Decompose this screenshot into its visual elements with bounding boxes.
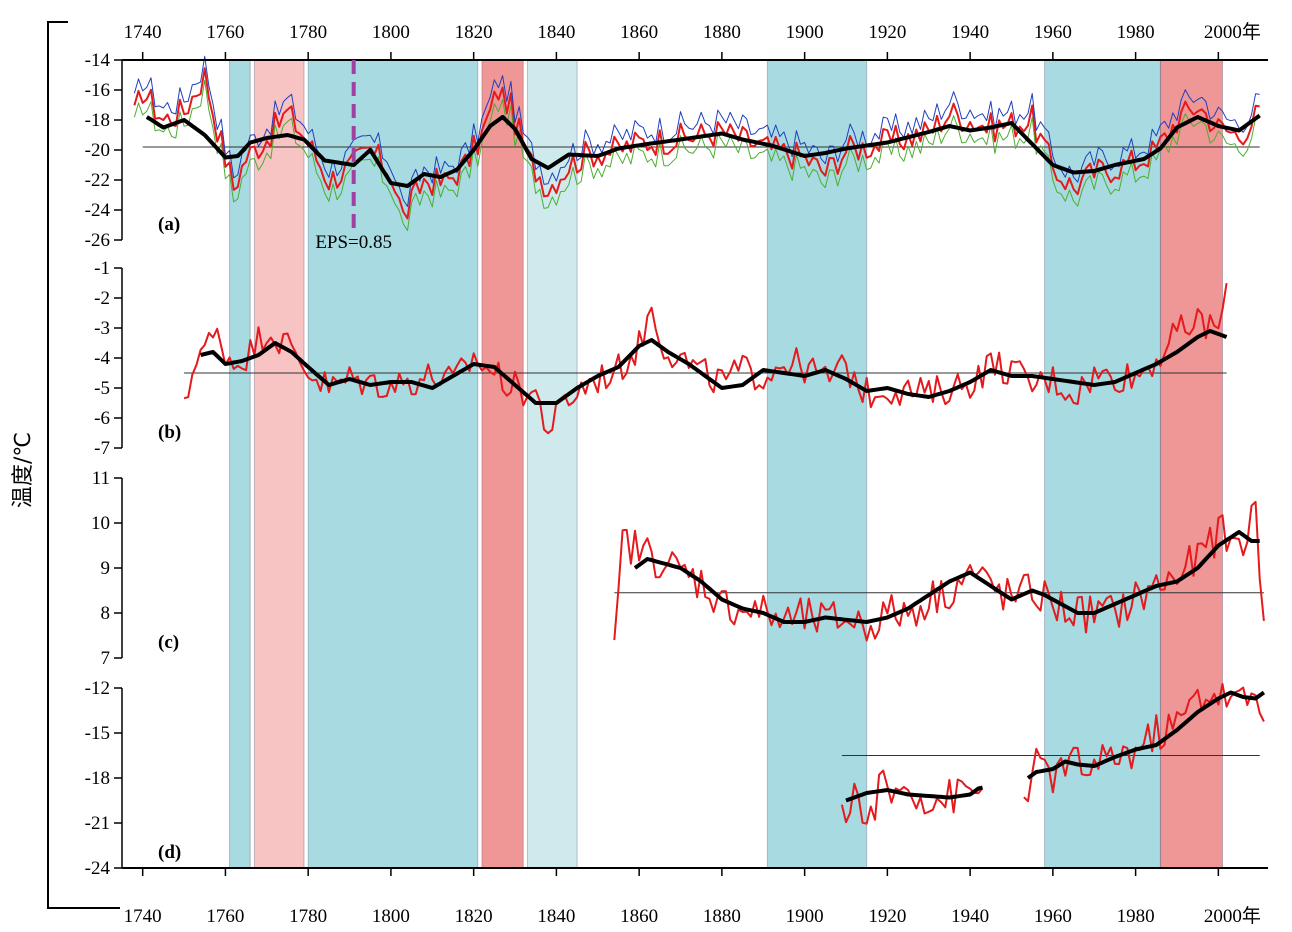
x-tick-label-top-13: 2000年 <box>1204 21 1261 43</box>
x-tick-label-bottom-0: 1740 <box>124 906 162 927</box>
series-2-smoothed <box>633 530 1260 624</box>
x-tick-label-top-7: 1880 <box>703 22 741 43</box>
eps-annotation: EPS=0.85 <box>315 232 392 253</box>
x-tick-label-bottom-11: 1960 <box>1034 906 1072 927</box>
x-tick-label-bottom-4: 1820 <box>455 906 493 927</box>
x-tick-label-top-3: 1800 <box>372 22 410 43</box>
x-tick-label-bottom-3: 1800 <box>372 906 410 927</box>
y-axis-label: 温度/℃ <box>11 432 36 508</box>
x-tick-label-top-8: 1900 <box>786 22 824 43</box>
shaded-period-1780-1821 <box>307 59 479 869</box>
x-tick-label-bottom-10: 1940 <box>951 906 989 927</box>
x-tick-label-top-4: 1820 <box>455 22 493 43</box>
series-2-reconstruction <box>613 500 1265 642</box>
x-tick-label-top-2: 1780 <box>289 22 327 43</box>
y-tick-label-3-1: -21 <box>85 813 110 834</box>
x-tick-label-top-1: 1760 <box>206 22 244 43</box>
outer-frame <box>47 21 120 909</box>
y-tick-label-2-0: 7 <box>101 648 111 669</box>
y-tick-label-3-0: -24 <box>85 858 111 879</box>
y-tick-label-3-3: -15 <box>85 723 110 744</box>
x-tick-label-bottom-2: 1780 <box>289 906 327 927</box>
y-tick-label-3-2: -18 <box>85 768 110 789</box>
y-tick-label-3-4: -12 <box>85 678 110 699</box>
panel-label-1: (b) <box>158 422 181 443</box>
x-tick-label-top-12: 1980 <box>1117 22 1155 43</box>
x-tick-label-top-6: 1860 <box>620 22 658 43</box>
y-tick-label-0-4: -18 <box>85 110 110 131</box>
y-tick-label-1-2: -5 <box>94 378 110 399</box>
y-tick-label-0-3: -20 <box>85 140 110 161</box>
shaded-period-1958-1986 <box>1044 59 1161 869</box>
axes: -26 -24 -22 -20 -18 -16 -14 -7 -6 -5 -4 -3 -2 -1 7 8 9 10… <box>47 21 1268 927</box>
x-tick-label-top-9: 1920 <box>868 22 906 43</box>
x-tick-label-bottom-13: 2000年 <box>1204 905 1261 927</box>
series-1-smoothed <box>200 329 1228 405</box>
shaded-period-1822-1832 <box>481 59 524 869</box>
y-tick-label-0-1: -24 <box>85 200 111 221</box>
x-tick-label-bottom-1: 1760 <box>206 906 244 927</box>
y-tick-label-1-6: -1 <box>94 258 110 279</box>
x-tick-label-bottom-9: 1920 <box>868 906 906 927</box>
y-tick-label-0-0: -26 <box>85 230 110 251</box>
series-lines <box>133 55 1266 825</box>
y-tick-label-0-2: -22 <box>85 170 110 191</box>
shaded-period-1891-1915 <box>766 59 868 869</box>
x-tick-label-bottom-6: 1860 <box>620 906 658 927</box>
y-tick-label-0-6: -14 <box>85 50 111 71</box>
y-tick-label-1-0: -7 <box>94 438 110 459</box>
y-tick-label-1-4: -3 <box>94 318 110 339</box>
y-tick-label-2-2: 9 <box>101 558 111 579</box>
x-tick-label-top-5: 1840 <box>537 22 575 43</box>
y-tick-label-2-1: 8 <box>101 603 111 624</box>
series-0-lower-bound <box>133 79 1260 231</box>
labels: 温度/℃ EPS=0.85 (a) (b) (c) (d) <box>11 214 392 863</box>
panel-label-0: (a) <box>158 214 180 235</box>
shaded-periods <box>229 59 1223 869</box>
series-1-reconstruction <box>183 282 1228 435</box>
x-tick-label-top-0: 1740 <box>124 22 162 43</box>
series-3-reconstruction <box>840 683 1265 825</box>
y-tick-label-1-1: -6 <box>94 408 110 429</box>
shaded-period-1767-1779 <box>253 59 305 869</box>
y-tick-label-1-5: -2 <box>94 288 110 309</box>
series-3-smoothed <box>845 690 1266 803</box>
mean-lines <box>142 146 1264 756</box>
y-tick-label-2-3: 10 <box>91 513 110 534</box>
x-tick-label-bottom-8: 1900 <box>786 906 824 927</box>
x-tick-label-top-10: 1940 <box>951 22 989 43</box>
y-tick-label-1-3: -4 <box>94 348 110 369</box>
shaded-period-1833-1845 <box>526 59 578 869</box>
x-tick-label-bottom-12: 1980 <box>1117 906 1155 927</box>
x-tick-label-bottom-7: 1880 <box>703 906 741 927</box>
x-tick-label-top-11: 1960 <box>1034 22 1072 43</box>
y-tick-label-2-4: 11 <box>92 468 110 489</box>
panel-label-2: (c) <box>158 632 179 653</box>
series-0-smoothed <box>145 113 1261 188</box>
panel-label-3: (d) <box>158 842 181 863</box>
x-tick-label-bottom-5: 1840 <box>537 906 575 927</box>
shaded-period-1986-2001 <box>1159 59 1223 869</box>
y-tick-label-0-5: -16 <box>85 80 110 101</box>
